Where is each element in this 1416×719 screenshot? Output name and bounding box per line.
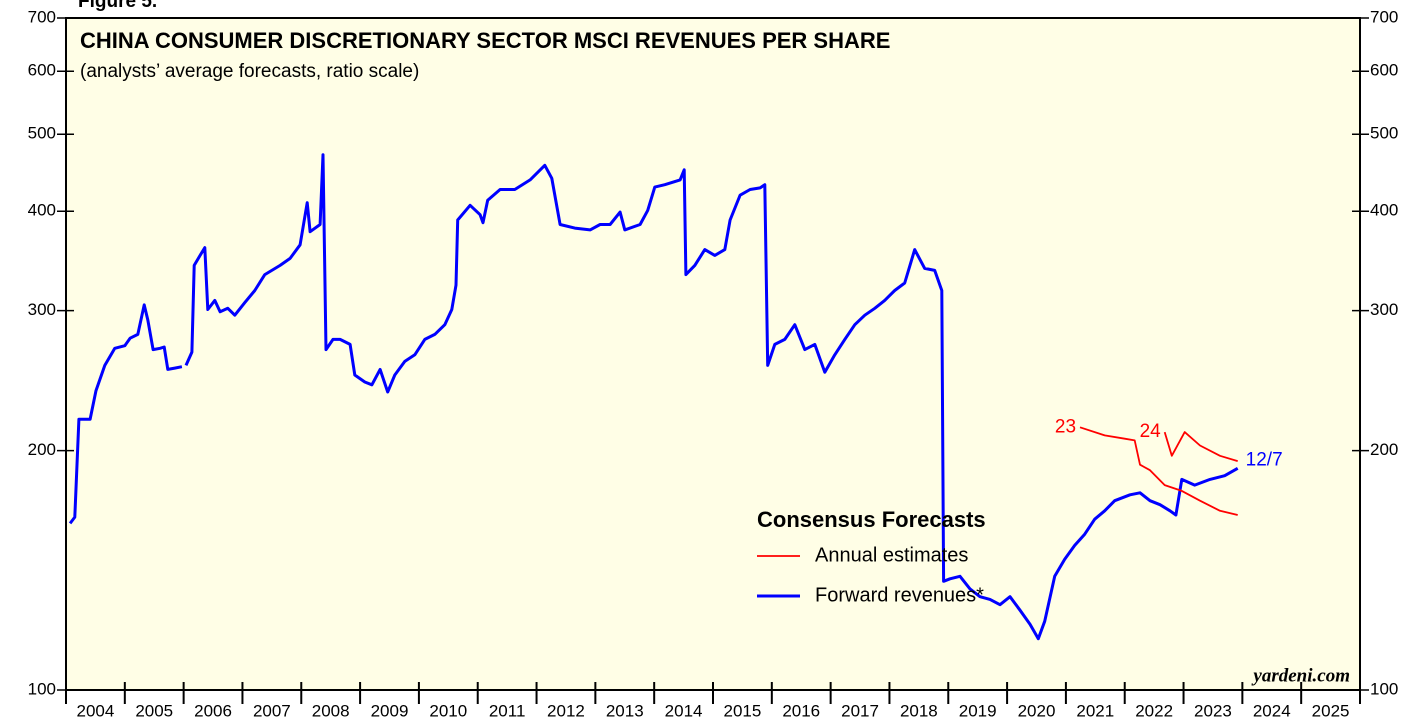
x-tick-label: 2004 — [76, 701, 114, 719]
x-tick-label: 2015 — [723, 701, 761, 719]
x-tick-label: 2018 — [900, 701, 938, 719]
legend-label: Forward revenues* — [815, 584, 984, 606]
series-line — [1163, 431, 1238, 462]
y2-tick-label: 700 — [1370, 7, 1398, 26]
series-label: 23 — [1055, 416, 1076, 437]
x-tick-label: 2010 — [429, 701, 467, 719]
legend-title: Consensus Forecasts — [757, 507, 986, 532]
y2-tick-label: 600 — [1370, 61, 1398, 80]
y2-tick-label: 500 — [1370, 124, 1398, 143]
y-tick-label: 100 — [28, 679, 56, 698]
chart-subtitle: (analysts’ average forecasts, ratio scal… — [80, 61, 419, 82]
x-tick-label: 2022 — [1135, 701, 1173, 719]
x-tick-label: 2006 — [194, 701, 232, 719]
source: yardeni.com — [1251, 665, 1350, 686]
marks — [68, 153, 1239, 641]
series-line — [68, 153, 1239, 641]
y-tick-label: 700 — [28, 7, 56, 26]
figure-label: Figure 5. — [78, 0, 157, 12]
x-tick-label: 2017 — [841, 701, 879, 719]
x-tick-label: 2007 — [253, 701, 291, 719]
y2-tick-label: 300 — [1370, 300, 1398, 319]
y2-tick-label: 400 — [1370, 201, 1398, 220]
x-tick-label: 2009 — [371, 701, 409, 719]
x-tick-label: 2013 — [606, 701, 644, 719]
y2-tick-label: 200 — [1370, 440, 1398, 459]
legend-label: Annual estimates — [815, 544, 968, 566]
x-tick-label: 2005 — [135, 701, 173, 719]
x-tick-label: 2008 — [312, 701, 350, 719]
series-line — [1079, 426, 1238, 516]
plot-background — [66, 18, 1360, 690]
y-tick-label: 400 — [28, 201, 56, 220]
y-tick-label: 600 — [28, 61, 56, 80]
x-tick-label: 2020 — [1018, 701, 1056, 719]
x-tick-label: 2011 — [489, 701, 526, 719]
x-tick-label: 2016 — [782, 701, 820, 719]
x-tick-label: 2014 — [665, 701, 703, 719]
x-tick-label: 2021 — [1076, 701, 1114, 719]
y2-tick-label: 100 — [1370, 679, 1398, 698]
chart-title: CHINA CONSUMER DISCRETIONARY SECTOR MSCI… — [80, 28, 890, 53]
end-label: 12/7 — [1246, 449, 1283, 470]
x-tick-label: 2025 — [1312, 701, 1350, 719]
y-tick-label: 200 — [28, 440, 56, 459]
x-tick-label: 2024 — [1253, 701, 1291, 719]
x-tick-label: 2019 — [959, 701, 997, 719]
y-tick-label: 300 — [28, 300, 56, 319]
series-label: 24 — [1140, 421, 1162, 442]
x-tick-label: 2012 — [547, 701, 585, 719]
y-tick-label: 500 — [28, 124, 56, 143]
x-tick-label: 2023 — [1194, 701, 1232, 719]
